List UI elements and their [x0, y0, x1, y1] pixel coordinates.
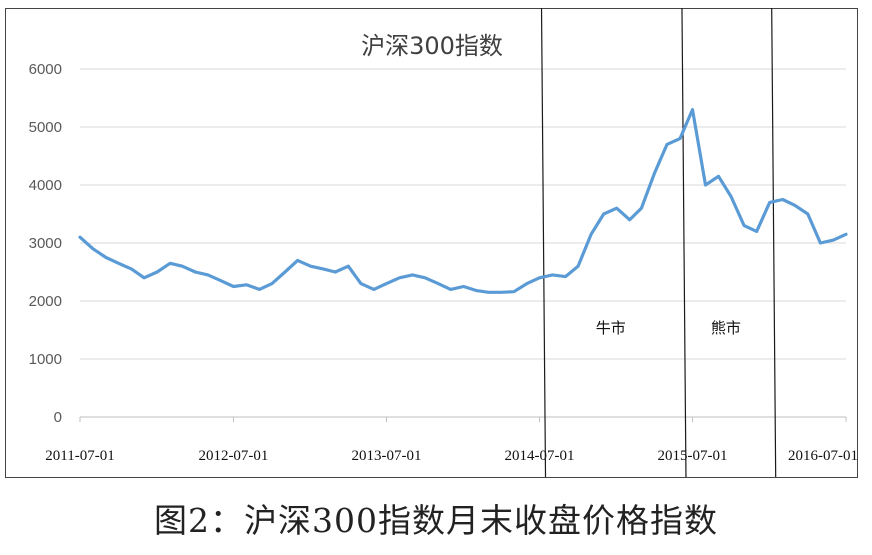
x-tick-label: 2014-07-01 — [505, 448, 575, 464]
x-tick-label: 2016-07-01 — [788, 448, 858, 464]
y-tick-label: 6000 — [29, 61, 62, 78]
x-tick-label: 2011-07-01 — [45, 448, 114, 464]
y-axis-tick-labels: 0 1000 2000 3000 4000 5000 6000 — [29, 61, 62, 426]
y-tick-label: 4000 — [29, 177, 62, 194]
series-line — [78, 107, 848, 294]
y-tick-label: 2000 — [29, 293, 62, 310]
x-tick-label: 2015-07-01 — [658, 448, 728, 464]
phase-boundary-line — [771, 7, 777, 478]
y-tick-label: 0 — [54, 409, 62, 426]
x-tick-label: 2012-07-01 — [198, 448, 268, 464]
phase-boundary-line — [681, 7, 687, 478]
x-axis-tick-labels: 2011-07-01 2012-07-01 2013-07-01 2014-07-01… — [45, 448, 858, 464]
series-line-layer — [78, 107, 848, 294]
bear-market-label: 熊市 — [711, 319, 741, 337]
chart-frame — [5, 8, 858, 478]
y-tick-label: 3000 — [29, 235, 62, 252]
y-tick-label: 5000 — [29, 119, 62, 136]
gridlines — [79, 68, 847, 422]
y-tick-label: 1000 — [29, 351, 62, 368]
figure-caption: 图2：沪深300指数月末收盘价格指数 — [154, 501, 718, 540]
x-tick-label: 2013-07-01 — [351, 448, 421, 464]
phase-annotations: 牛市 熊市 — [540, 7, 777, 478]
phase-boundary-line — [540, 7, 547, 478]
chart-title: 沪深300指数 — [361, 32, 503, 60]
bull-market-label: 牛市 — [596, 319, 626, 337]
